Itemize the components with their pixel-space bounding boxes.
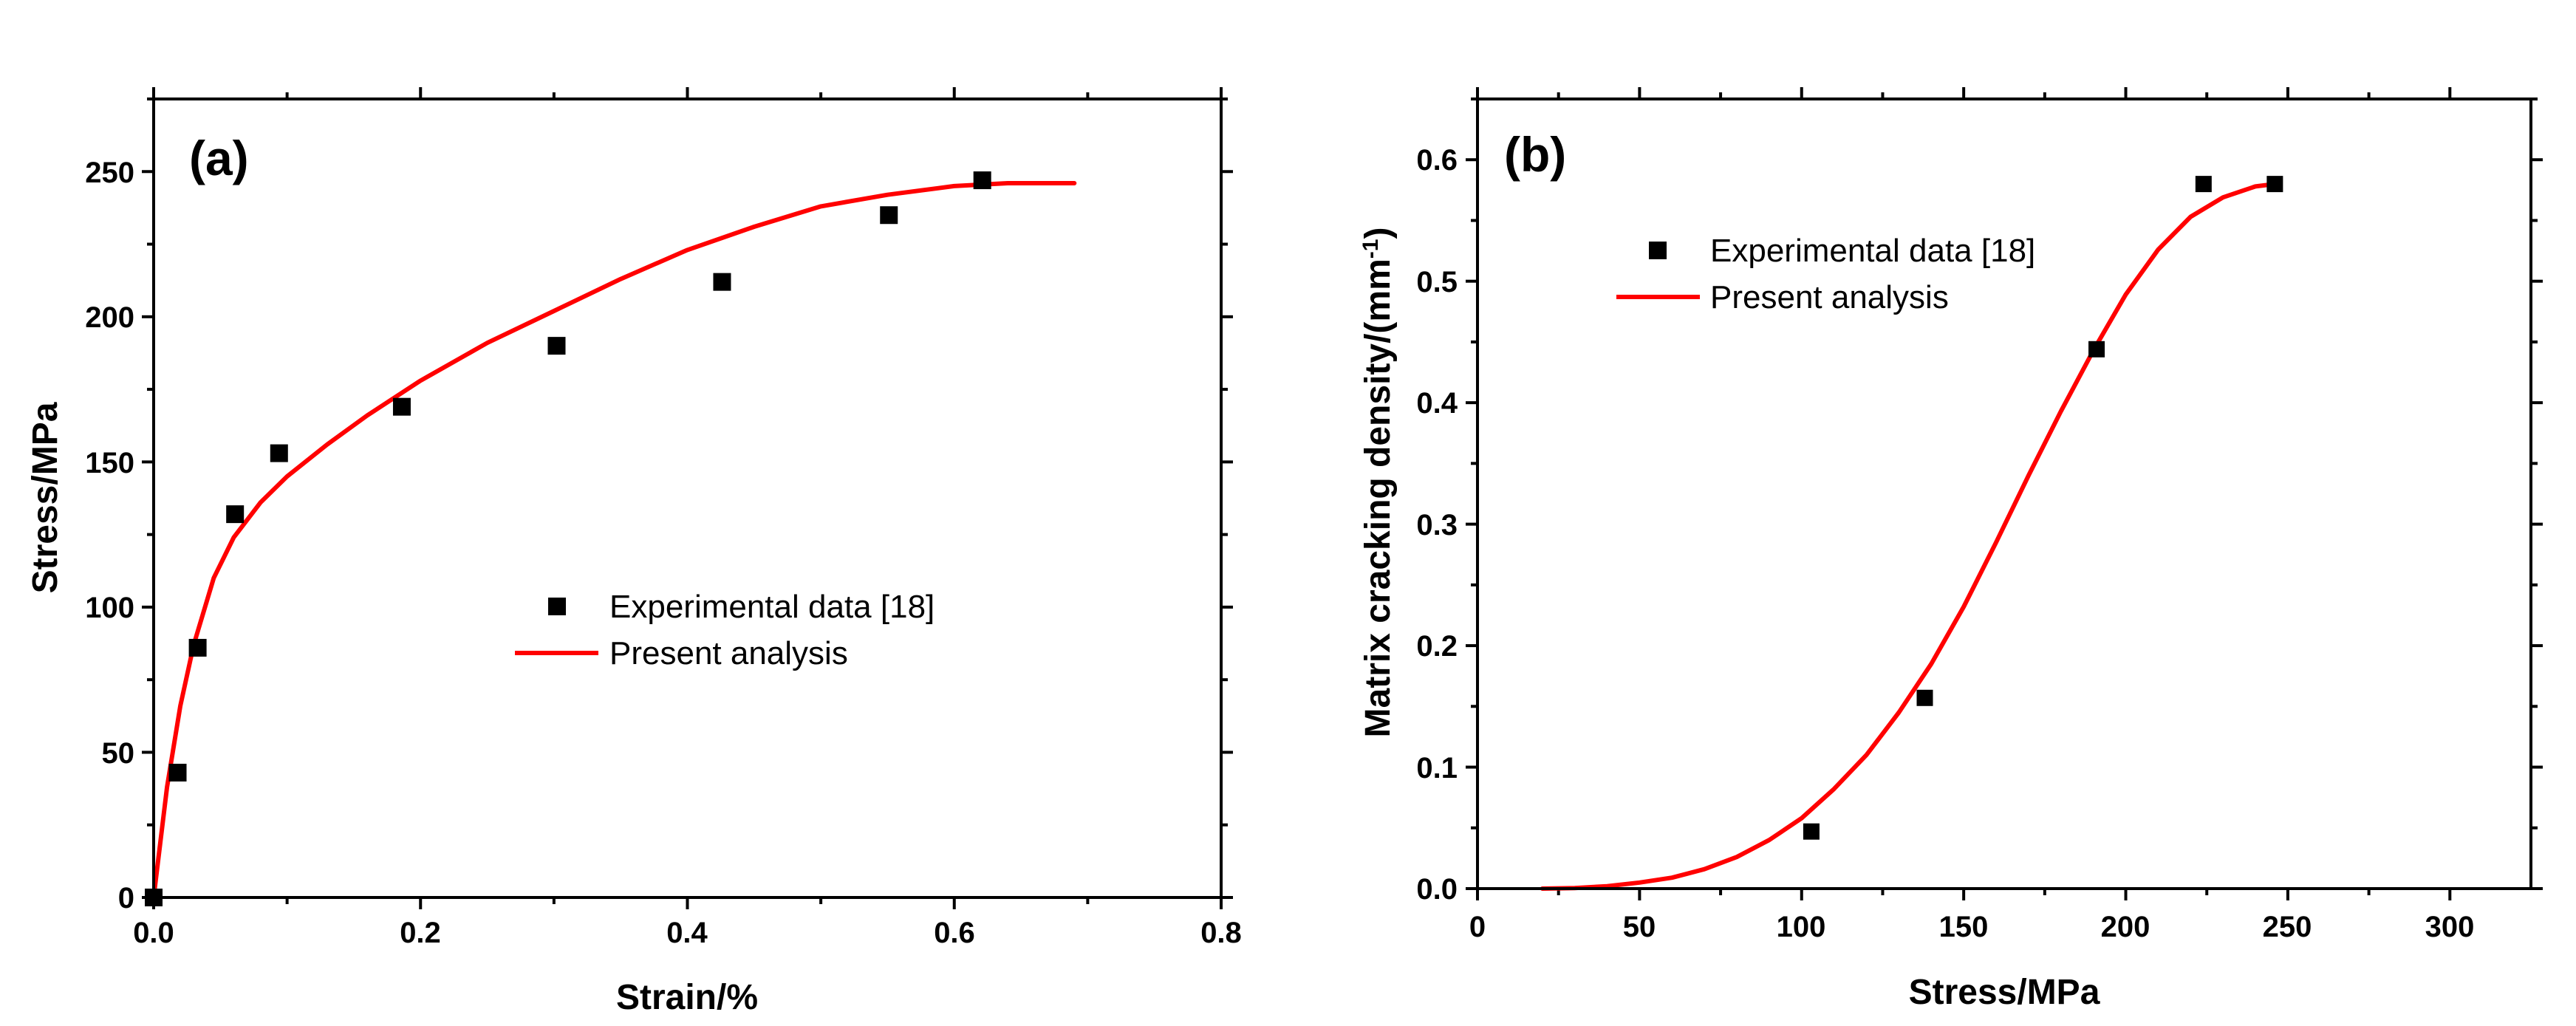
chart-a-ytick-label: 150 <box>85 447 134 479</box>
chart-a-data-point <box>226 505 245 524</box>
chart-b-legend-marker-experimental <box>1649 242 1667 259</box>
chart-b-data-point <box>1916 689 1933 706</box>
chart-b-xtick-label: 250 <box>2263 911 2312 943</box>
chart-a-data-point <box>392 397 411 416</box>
chart-a-ytick-label: 50 <box>102 737 135 770</box>
chart-b-y-axis-label: Matrix cracking density/(mm-1) <box>1359 228 1398 738</box>
chart-b-ytick-labels: 0.0 0.1 0.2 0.3 0.4 0.5 0.6 <box>1416 144 1458 906</box>
chart-b-ytick-label: 0.2 <box>1416 630 1458 663</box>
chart-b-ytick-label: 0.6 <box>1416 144 1458 177</box>
chart-a-legend: Experimental data [18] Present analysis <box>515 589 935 671</box>
chart-a-data-point <box>270 444 288 462</box>
chart-a-ticks <box>142 87 1233 909</box>
chart-b-xtick-label: 0 <box>1469 911 1486 943</box>
chart-a-x-axis-label: Strain/% <box>616 978 758 1017</box>
chart-b-legend: Experimental data [18] Present analysis <box>1616 233 2035 315</box>
chart-b-ytick-label: 0.3 <box>1416 509 1458 541</box>
chart-a-ytick-label: 0 <box>118 882 134 914</box>
chart-a-legend-label-model: Present analysis <box>609 635 848 671</box>
chart-a-xtick-label: 0.0 <box>133 917 174 949</box>
chart-a-xtick-label: 0.4 <box>666 917 708 949</box>
chart-a-panel-label: (a) <box>189 131 249 185</box>
chart-a-data-point <box>168 763 187 782</box>
chart-b-data-point <box>2266 176 2283 193</box>
chart-a-ytick-label: 200 <box>85 301 134 334</box>
chart-a-xtick-label: 0.6 <box>934 917 975 949</box>
chart-a-legend-marker-experimental <box>548 598 566 615</box>
chart-b-xtick-label: 50 <box>1623 911 1656 943</box>
chart-b-xtick-label: 200 <box>2101 911 2150 943</box>
chart-b: 0 50 100 150 200 250 300 0.0 0.1 0.2 0.3… <box>1359 87 2543 1012</box>
chart-a-xtick-label: 0.8 <box>1200 917 1242 949</box>
chart-a-data-point <box>188 638 207 657</box>
chart-b-ytick-label: 0.0 <box>1416 873 1458 906</box>
chart-b-data-point <box>1803 823 1820 840</box>
chart-a-ytick-labels: 0 50 100 150 200 250 <box>85 157 134 914</box>
chart-a: 0.0 0.2 0.4 0.6 0.8 0 50 100 150 200 250… <box>26 87 1242 1017</box>
chart-b-y-axis-label-sup: -1 <box>1359 239 1383 259</box>
chart-b-panel-label: (b) <box>1504 127 1566 182</box>
chart-a-markers <box>145 171 991 906</box>
chart-b-markers <box>1803 176 2283 840</box>
chart-b-ytick-label: 0.5 <box>1416 266 1458 298</box>
chart-b-xtick-label: 300 <box>2425 911 2475 943</box>
chart-b-plot-frame <box>1476 98 2532 890</box>
chart-a-data-point <box>880 206 898 225</box>
chart-b-model-line <box>1540 182 2278 891</box>
chart-b-legend-label-model: Present analysis <box>1710 279 1949 315</box>
chart-a-data-point <box>973 171 991 190</box>
chart-b-ytick-label: 0.1 <box>1416 752 1458 784</box>
chart-b-data-point <box>2195 176 2212 193</box>
chart-b-ticks <box>1466 87 2543 900</box>
chart-a-model-line <box>151 181 1077 900</box>
chart-b-x-axis-label: Stress/MPa <box>1909 973 2100 1012</box>
chart-b-y-axis-label-close: ) <box>1359 228 1398 239</box>
chart-b-ytick-label: 0.4 <box>1416 387 1458 420</box>
chart-a-plot-frame <box>152 98 1223 899</box>
chart-a-data-point <box>547 337 566 355</box>
chart-a-ytick-label: 250 <box>85 157 134 189</box>
chart-b-xtick-label: 150 <box>1939 911 1989 943</box>
chart-b-data-point <box>2088 341 2105 358</box>
chart-b-xtick-label: 100 <box>1777 911 1826 943</box>
chart-a-data-point <box>713 273 731 291</box>
chart-a-y-axis-label: Stress/MPa <box>26 402 65 593</box>
chart-b-xtick-labels: 0 50 100 150 200 250 300 <box>1469 911 2475 943</box>
chart-b-y-axis-label-main: Matrix cracking density/(mm <box>1359 259 1398 737</box>
chart-a-ytick-label: 100 <box>85 592 134 624</box>
chart-a-legend-label-experimental: Experimental data [18] <box>609 589 935 625</box>
chart-b-legend-label-experimental: Experimental data [18] <box>1710 233 2035 269</box>
chart-a-xtick-labels: 0.0 0.2 0.4 0.6 0.8 <box>133 917 1242 949</box>
chart-a-xtick-label: 0.2 <box>400 917 441 949</box>
